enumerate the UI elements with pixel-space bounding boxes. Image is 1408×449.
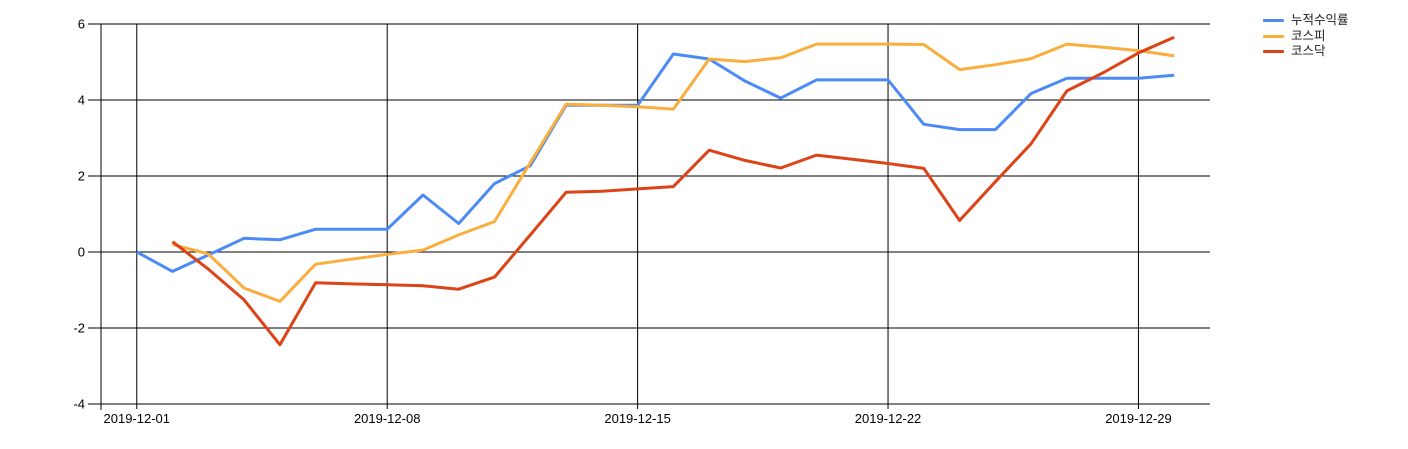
chart-legend: 누적수익률 코스피 코스닥 — [1263, 14, 1349, 61]
legend-swatch-kosdaq — [1263, 50, 1284, 53]
legend-label-cumulative-return: 누적수익률 — [1291, 13, 1349, 28]
legend-label-kosdaq: 코스닥 — [1291, 44, 1326, 59]
x-tick-label: 2019-12-01 — [104, 411, 171, 426]
legend-item-kosdaq: 코스닥 — [1263, 45, 1349, 58]
legend-item-kospi: 코스피 — [1263, 30, 1349, 43]
y-tick-label: 6 — [78, 17, 85, 32]
series-line-kospi[interactable] — [172, 42, 1175, 303]
legend-swatch-cumulative-return — [1263, 19, 1284, 22]
legend-swatch-kospi — [1263, 34, 1284, 38]
series-line-cumulative-return[interactable] — [136, 52, 1175, 273]
y-tick-label: -4 — [73, 397, 85, 412]
series-line-kosdaq[interactable] — [171, 35, 1175, 347]
x-tick-label: 2019-12-22 — [855, 411, 922, 426]
y-tick-label: -2 — [73, 321, 85, 336]
x-tick-label: 2019-12-29 — [1105, 411, 1172, 426]
y-tick-label: 4 — [78, 93, 85, 108]
y-tick-label: 2 — [78, 169, 85, 184]
x-tick-label: 2019-12-15 — [604, 411, 671, 426]
y-tick-label: 0 — [78, 245, 85, 260]
x-tick-label: 2019-12-08 — [354, 411, 421, 426]
legend-label-kospi: 코스피 — [1291, 28, 1326, 43]
legend-item-cumulative-return: 누적수익률 — [1263, 14, 1349, 27]
